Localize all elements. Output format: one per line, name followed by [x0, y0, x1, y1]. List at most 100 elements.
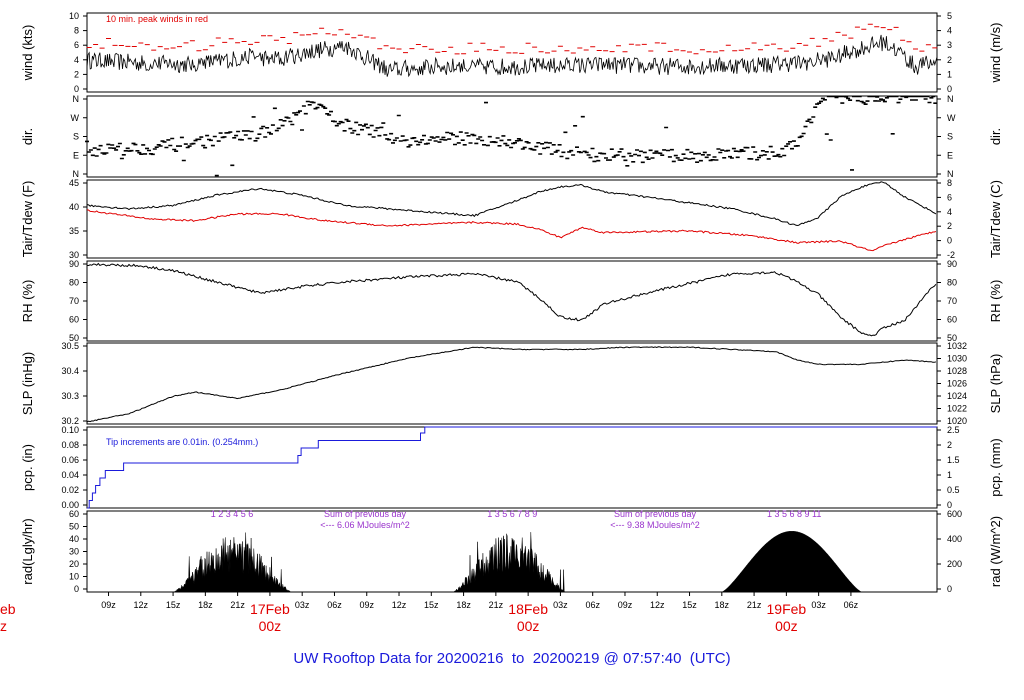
ytick-right-label-dir: S	[947, 132, 953, 142]
rad-sunshine-labels-1: 1 2 3 4 5 6	[211, 509, 254, 519]
ytick-label-rad: 30	[69, 547, 79, 557]
ytick-label-pcp: 0.04	[61, 470, 79, 480]
xtick-label: 15z	[424, 600, 439, 610]
xtick-label: 21z	[747, 600, 762, 610]
ytick-label-temp: 35	[69, 226, 79, 236]
wind-annotation: 10 min. peak winds in red	[106, 14, 208, 24]
xtick-label: 12z	[392, 600, 407, 610]
day-label: 18Feb	[508, 601, 548, 617]
ylabel-temp: Tair/Tdew (F)	[20, 181, 35, 258]
ytick-label-wind: 4	[74, 55, 79, 65]
ytick-label-dir: N	[73, 169, 80, 179]
rad-annotation-line1-2: Sum of previous day	[614, 509, 697, 519]
ytick-right-label-slp: 1020	[947, 416, 967, 426]
ylabel-right-pcp: pcp. (mm)	[988, 438, 1003, 497]
ytick-right-label-rh: 60	[947, 315, 957, 325]
xtick-label: 18z	[198, 600, 213, 610]
ylabel-right-slp: SLP (hPa)	[988, 354, 1003, 414]
ytick-label-slp: 30.3	[61, 391, 79, 401]
xtick-label: 12z	[650, 600, 665, 610]
panel-frame-wind	[86, 12, 938, 93]
series-tair	[86, 181, 937, 227]
ytick-right-label-slp: 1026	[947, 379, 967, 389]
xtick-label: 03z	[811, 600, 826, 610]
footer-title: UW Rooftop Data for 20200216 to 20200219…	[0, 650, 1024, 667]
series-rad-day-3	[721, 531, 862, 593]
ytick-label-slp: 30.5	[61, 341, 79, 351]
ytick-label-rh: 70	[69, 296, 79, 306]
day-label: 17Feb	[250, 601, 290, 617]
ylabel-pcp: pcp. (in)	[20, 444, 35, 491]
ylabel-right-wind: wind (m/s)	[988, 23, 1003, 84]
xtick-label: 06z	[585, 600, 600, 610]
ytick-label-rh: 90	[69, 259, 79, 269]
xtick-label: 12z	[134, 600, 149, 610]
xtick-label: 21z	[489, 600, 504, 610]
xtick-label: 09z	[359, 600, 374, 610]
footer-time: 07:57:40	[623, 650, 682, 667]
xtick-label: 06z	[327, 600, 342, 610]
footer-tz: (UTC)	[689, 650, 731, 667]
ytick-right-label-pcp: 0.5	[947, 485, 960, 495]
day-hour-label: 00z	[775, 618, 798, 634]
rad-annotation-line2-2: <--- 9.38 MJoules/m^2	[610, 520, 700, 530]
ylabel-rad: rad(Lgly/hr)	[20, 518, 35, 584]
ylabel-slp: SLP (inHg)	[20, 352, 35, 415]
series-tdew	[86, 209, 937, 252]
ytick-right-label-temp: 4	[947, 207, 952, 217]
ytick-right-label-pcp: 0	[947, 500, 952, 510]
xtick-label: 15z	[682, 600, 697, 610]
ytick-label-rad: 20	[69, 559, 79, 569]
xtick-label: 18z	[715, 600, 730, 610]
ytick-right-label-slp: 1030	[947, 354, 967, 364]
footer-prefix: UW Rooftop Data for	[293, 650, 433, 667]
day-label: eb	[0, 601, 16, 617]
ytick-right-label-pcp: 1	[947, 470, 952, 480]
xtick-label: 18z	[456, 600, 471, 610]
ytick-label-wind: 8	[74, 26, 79, 36]
ytick-label-rad: 10	[69, 572, 79, 582]
footer-end-date: 20200219	[532, 650, 600, 667]
series-rad-day-2	[452, 532, 566, 593]
ytick-right-label-rh: 80	[947, 278, 957, 288]
ytick-label-temp: 45	[69, 178, 79, 188]
ytick-label-temp: 40	[69, 202, 79, 212]
ytick-label-pcp: 0.02	[61, 485, 79, 495]
ytick-right-label-pcp: 1.5	[947, 455, 960, 465]
ytick-label-pcp: 0.00	[61, 500, 79, 510]
ytick-right-label-slp: 1028	[947, 366, 967, 376]
footer-at: @	[603, 650, 619, 667]
ytick-label-rh: 80	[69, 278, 79, 288]
series-wind	[86, 34, 938, 78]
series-dir	[85, 95, 938, 177]
ytick-right-label-dir: N	[947, 94, 954, 104]
series-wind-peaks	[86, 23, 938, 55]
ytick-label-wind: 2	[74, 69, 79, 79]
series-pcp	[87, 426, 937, 509]
day-hour-label: 00z	[259, 618, 282, 634]
ylabel-right-dir: dir.	[988, 128, 1003, 145]
ylabel-right-rh: RH (%)	[988, 280, 1003, 323]
ytick-right-label-dir: E	[947, 150, 953, 160]
ytick-label-dir: W	[71, 113, 80, 123]
xtick-label: 09z	[101, 600, 116, 610]
xtick-label: 03z	[295, 600, 310, 610]
series-rad-day-1	[173, 532, 292, 593]
ytick-right-label-rad: 0	[947, 584, 952, 594]
ytick-right-label-slp: 1022	[947, 404, 967, 414]
ytick-label-rad: 50	[69, 522, 79, 532]
ytick-right-label-rh: 90	[947, 259, 957, 269]
ytick-label-pcp: 0.10	[61, 425, 79, 435]
panel-frame-slp	[86, 342, 938, 425]
day-hour-label: 00z	[517, 618, 540, 634]
ytick-right-label-temp: -2	[947, 250, 955, 260]
rad-sunshine-labels-2: 1 3 5 6 7 8 9	[487, 509, 537, 519]
ytick-label-dir: E	[73, 150, 79, 160]
ytick-label-rh: 60	[69, 315, 79, 325]
ytick-right-label-wind: 5	[947, 11, 952, 21]
day-hour-label: z	[0, 618, 7, 634]
footer-start-date: 20200216	[436, 650, 504, 667]
xtick-label: 06z	[844, 600, 859, 610]
xtick-label: 15z	[166, 600, 181, 610]
